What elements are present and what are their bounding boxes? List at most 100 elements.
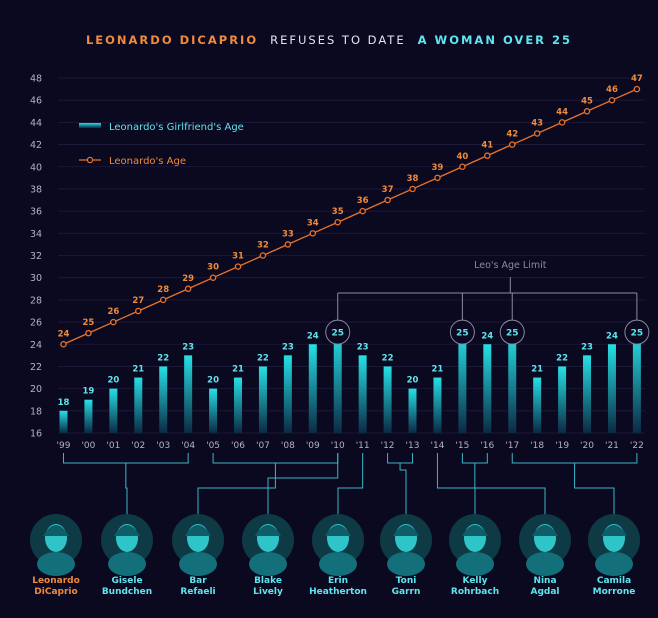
legend-bar-label: Leonardo's Girlfriend's Age: [109, 122, 244, 133]
x-tick-7: '06: [231, 441, 245, 451]
limit-label: Leo's Age Limit: [474, 260, 547, 271]
x-tick-9: '08: [281, 441, 295, 451]
leo-age-point-18: [508, 141, 516, 148]
leo-age-label-6: 30: [207, 263, 219, 273]
legend-line-marker: [86, 156, 94, 164]
girlfriend-portrait-2-shoulders: [249, 552, 287, 576]
leo-age-point-22: [608, 96, 616, 104]
girlfriend-portrait-3-label-line2: Heatherton: [309, 587, 367, 597]
bar-label-7: 21: [232, 365, 244, 375]
bar-label-20: 22: [556, 353, 568, 363]
leo-age-point-9: [284, 241, 292, 248]
y-tick-20: 20: [30, 384, 42, 395]
y-tick-40: 40: [30, 162, 42, 173]
leo-age-point-6: [209, 274, 217, 281]
girlfriend-portrait-3-hair: [325, 525, 351, 536]
bracket-path-5: [436, 453, 476, 514]
y-tick-24: 24: [30, 340, 42, 351]
bracket-path-0: [63, 453, 189, 514]
girlfriend-portrait-4-label-line2: Garrn: [392, 587, 421, 597]
girlfriend-portrait-1-label-line2: Refaeli: [180, 587, 215, 597]
girlfriend-portrait-3-label-line1: Erin: [328, 576, 348, 586]
leo-age-label-9: 33: [282, 229, 294, 239]
bracket-5: [436, 453, 476, 514]
leo-portrait-hair: [43, 525, 69, 536]
bar-5: [184, 355, 193, 433]
bar-label-4: 22: [157, 353, 169, 363]
leo-age-point-17: [484, 152, 491, 159]
y-axis-ticks: 16 18 20 22 24 26 28 30 32 34 36 38 40 42 44 46 48: [30, 74, 42, 440]
bracket-path-3: [337, 453, 364, 514]
limit-circle-16: [449, 319, 475, 345]
girlfriend-portrait-0-shoulders: [108, 552, 146, 576]
bar-22: [607, 344, 616, 433]
leo-age-label-20: 44: [556, 107, 568, 117]
leo-age-point-1: [85, 329, 92, 337]
girlfriend-portrait-1-shoulders: [179, 552, 217, 576]
title-part1: LEONARDO DICAPRIO: [86, 33, 258, 47]
girlfriend-portrait-5-shoulders: [456, 552, 494, 576]
y-tick-46: 46: [30, 96, 42, 107]
bar-2: [109, 388, 118, 433]
bracket-path-2: [267, 453, 339, 514]
bracket-path-6: [461, 453, 546, 514]
girlfriend-portrait-2-label-line2: Lively: [253, 587, 283, 597]
y-tick-16: 16: [30, 429, 42, 440]
leo-age-point-2: [110, 318, 117, 326]
girlfriend-age-bars: 18 19 20 21 22 23 20 21 22 23 24 23 22 20 21 24 21 22 23 24: [58, 331, 641, 433]
x-tick-13: '12: [381, 441, 395, 451]
leo-age-point-8: [259, 252, 267, 259]
x-tick-21: '20: [580, 441, 594, 451]
bar-label-22: 24: [606, 331, 618, 341]
limit-value-23: 25: [631, 329, 644, 339]
x-axis-ticks: '99 '00 '01 '02 '03 '04 '05 '06 '07 '08 '09 '10 '11 '…: [57, 441, 644, 451]
limit-value-16: 25: [456, 329, 469, 339]
bar-label-3: 21: [132, 365, 144, 375]
bar-13: [383, 366, 392, 433]
bar-19: [533, 377, 542, 433]
y-tick-38: 38: [30, 184, 42, 195]
x-tick-14: '13: [406, 441, 420, 451]
leo-age-point-0: [60, 340, 67, 348]
x-tick-23: '22: [630, 441, 644, 451]
girlfriend-portrait-2-hair: [255, 525, 281, 536]
girlfriend-portrait-6-label-line2: Agdal: [530, 587, 559, 597]
bar-label-10: 24: [307, 331, 319, 341]
limit-value-11: 25: [331, 329, 344, 339]
girlfriend-portrait-6-hair: [532, 525, 558, 536]
bar-label-2: 20: [107, 376, 119, 386]
x-tick-4: '03: [156, 441, 170, 451]
girlfriend-portrait-1-label-line1: Bar: [189, 576, 207, 586]
bracket-6: [461, 453, 546, 514]
x-tick-19: '18: [530, 441, 544, 451]
bar-label-15: 21: [432, 365, 444, 375]
x-tick-2: '01: [106, 441, 120, 451]
bar-label-21: 23: [581, 342, 593, 352]
x-tick-16: '15: [455, 441, 469, 451]
leo-age-label-19: 43: [531, 118, 543, 128]
bar-label-0: 18: [58, 398, 70, 408]
bar-label-6: 20: [207, 376, 219, 386]
x-tick-6: '05: [206, 441, 220, 451]
leo-age-point-4: [159, 296, 167, 304]
limit-circle-23: [624, 319, 650, 345]
girlfriend-portrait-1-hair: [185, 525, 211, 536]
grid-lines: [58, 77, 645, 434]
leo-age-point-14: [409, 185, 416, 193]
leo-age-point-21: [583, 108, 591, 115]
leo-age-label-17: 41: [481, 141, 493, 151]
leo-age-point-19: [533, 130, 541, 137]
leo-age-polyline: [63, 88, 638, 345]
leo-age-point-7: [234, 263, 242, 270]
bar-4: [159, 366, 168, 433]
leo-age-label-2: 26: [107, 307, 119, 317]
leo-age-label-4: 28: [157, 285, 169, 295]
bar-10: [308, 344, 317, 433]
title-part2: REFUSES TO DATE: [270, 33, 405, 47]
x-tick-22: '21: [605, 441, 619, 451]
